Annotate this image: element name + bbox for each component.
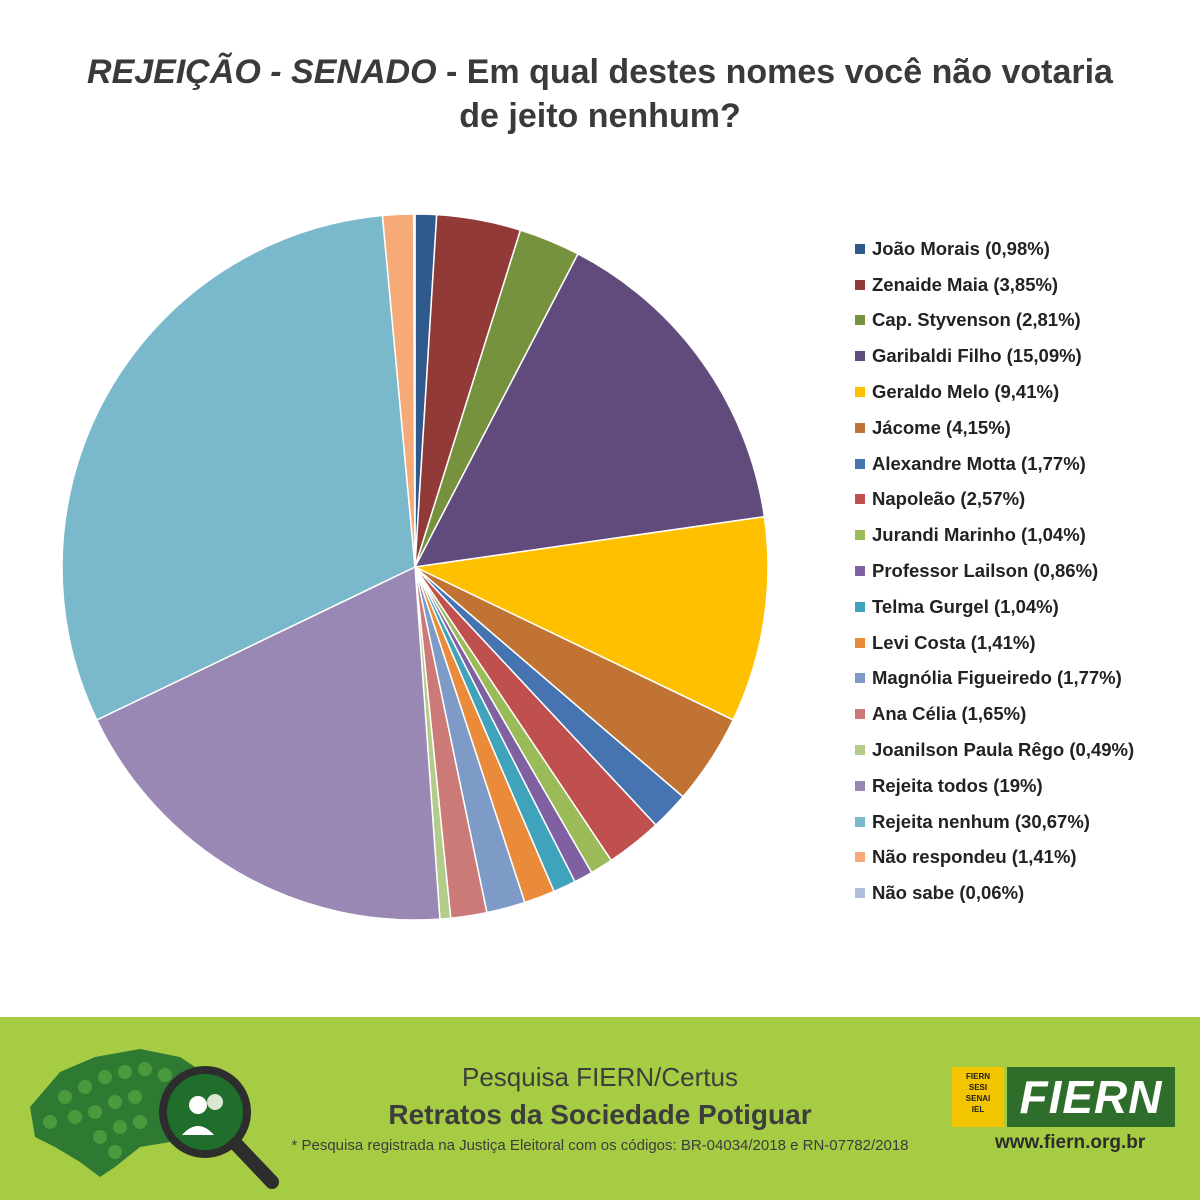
chart-title: REJEIÇÃO - SENADO - Em qual destes nomes… (0, 50, 1200, 138)
legend-swatch (855, 387, 865, 398)
legend-item: Professor Lailson (0,86%) (855, 553, 1134, 589)
legend-item: Ana Célia (1,65%) (855, 696, 1134, 732)
legend-label: Professor Lailson (0,86%) (872, 560, 1099, 582)
legend-swatch (855, 888, 865, 899)
chart-title-line1: REJEIÇÃO - SENADO - Em qual destes nomes… (0, 50, 1200, 94)
pie-slices (61, 213, 769, 921)
legend-swatch (855, 673, 865, 684)
pie-slice (413, 252, 766, 568)
legend-swatch (855, 852, 865, 863)
legend-swatch (855, 816, 865, 827)
legend-swatch (855, 709, 865, 720)
legend-label: João Morais (0,98%) (872, 237, 1050, 259)
legend-item: Rejeita todos (19%) (855, 768, 1134, 804)
legend-swatch (855, 351, 865, 362)
legend-item: Garibaldi Filho (15,09%) (855, 338, 1134, 374)
legend-label: Garibaldi Filho (15,09%) (872, 345, 1082, 367)
legend-item: Jácome (4,15%) (855, 410, 1134, 446)
pie-slice (412, 213, 416, 568)
logo-line-iel: IEL (971, 1105, 985, 1114)
legend-item: Rejeita nenhum (30,67%) (855, 804, 1134, 840)
legend-label: Joanilson Paula Rêgo (0,49%) (872, 739, 1135, 761)
legend-swatch (855, 422, 865, 433)
survey-map-magnifier-icon (30, 1049, 279, 1189)
legend-item: Magnólia Figueiredo (1,77%) (855, 661, 1134, 697)
legend-label: Geraldo Melo (9,41%) (872, 381, 1060, 403)
pie-slice (412, 515, 769, 721)
legend-swatch (855, 745, 865, 756)
legend-swatch (855, 601, 865, 612)
chart-legend: João Morais (0,98%) Zenaide Maia (3,85%) C… (855, 231, 1134, 911)
legend-item: Levi Costa (1,41%) (855, 625, 1134, 661)
legend-label: Ana Célia (1,65%) (872, 703, 1027, 725)
legend-swatch (855, 494, 865, 505)
legend-item: Napoleão (2,57%) (855, 482, 1134, 518)
legend-label: Rejeita todos (19%) (872, 774, 1043, 796)
legend-item: Não respondeu (1,41%) (855, 840, 1134, 876)
legend-swatch (855, 315, 865, 326)
legend-item: João Morais (0,98%) (855, 231, 1134, 267)
fiern-logo: FIERN (1007, 1067, 1175, 1127)
legend-item: Não sabe (0,06%) (855, 875, 1134, 911)
legend-swatch (855, 458, 865, 469)
logo-line-fiern: FIERN (966, 1072, 990, 1081)
pie-chart (61, 213, 769, 921)
registration-note: * Pesquisa registrada na Justiça Eleitor… (291, 1137, 909, 1154)
legend-item: Joanilson Paula Rêgo (0,49%) (855, 732, 1134, 768)
legend-swatch (855, 279, 865, 290)
legend-label: Levi Costa (1,41%) (872, 631, 1036, 653)
chart-title-line2: de jeito nenhum? (459, 97, 741, 135)
legend-swatch (855, 780, 865, 791)
pie-slice (95, 565, 441, 921)
legend-label: Não sabe (0,06%) (872, 882, 1025, 904)
chart-title-rest: - Em qual destes nomes você não votaria (436, 53, 1113, 91)
legend-label: Rejeita nenhum (30,67%) (872, 810, 1090, 832)
survey-label: Pesquisa FIERN/Certus (462, 1062, 738, 1092)
website-link[interactable]: www.fiern.org.br (995, 1132, 1146, 1153)
legend-swatch (855, 530, 865, 541)
legend-item: Telma Gurgel (1,04%) (855, 589, 1134, 625)
legend-item: Geraldo Melo (9,41%) (855, 374, 1134, 410)
chart-title-italic: REJEIÇÃO - SENADO (87, 53, 437, 91)
legend-label: Jurandi Marinho (1,04%) (872, 524, 1086, 546)
legend-item: Alexandre Motta (1,77%) (855, 446, 1134, 482)
legend-label: Cap. Styvenson (2,81%) (872, 309, 1081, 331)
legend-label: Magnólia Figueiredo (1,77%) (872, 667, 1122, 689)
legend-item: Cap. Styvenson (2,81%) (855, 303, 1134, 339)
series-title: Retratos da Sociedade Potiguar (388, 1099, 812, 1130)
legend-swatch (855, 243, 865, 254)
legend-item: Jurandi Marinho (1,04%) (855, 517, 1134, 553)
logo-line-sesi: SESI (968, 1083, 988, 1092)
logo-line-senai: SENAI (965, 1094, 991, 1103)
legend-label: Jácome (4,15%) (872, 416, 1011, 438)
legend-label: Zenaide Maia (3,85%) (872, 273, 1059, 295)
legend-swatch (855, 637, 865, 648)
footer-banner: Pesquisa FIERN/Certus Retratos da Socied… (0, 1017, 1200, 1200)
legend-item: Zenaide Maia (3,85%) (855, 267, 1134, 303)
legend-label: Alexandre Motta (1,77%) (872, 452, 1086, 474)
legend-label: Telma Gurgel (1,04%) (872, 595, 1059, 617)
legend-label: Não respondeu (1,41%) (872, 846, 1077, 868)
pie-slice (61, 214, 416, 721)
legend-label: Napoleão (2,57%) (872, 488, 1026, 510)
legend-swatch (855, 566, 865, 577)
fiern-system-logo: FIERN SESI SENAI IEL (952, 1067, 1004, 1127)
